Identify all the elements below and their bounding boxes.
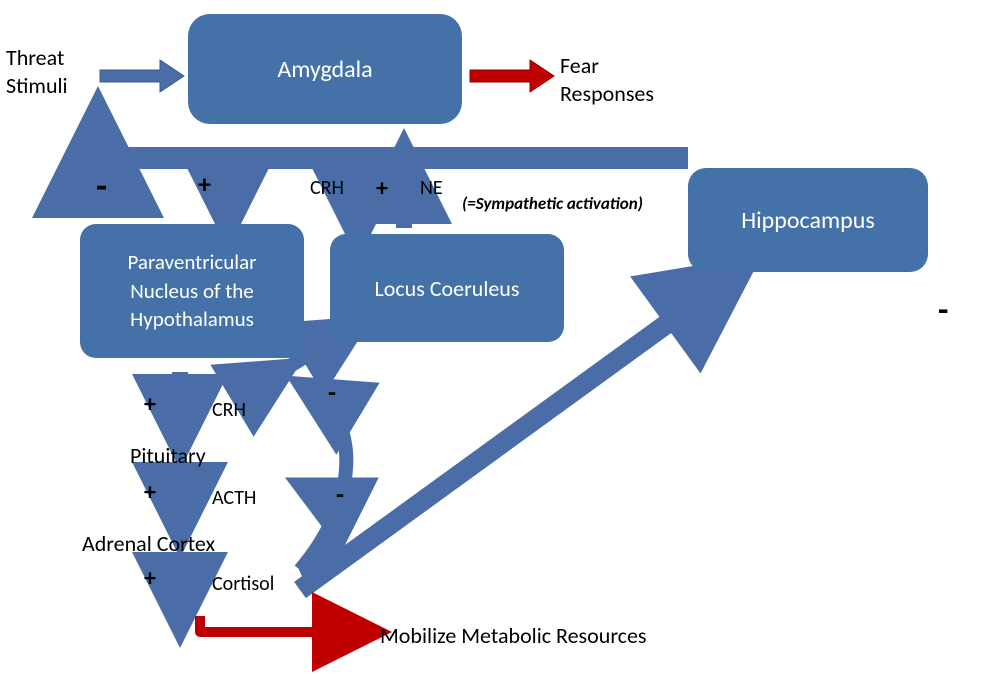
label-cortisol: Cortisol bbox=[212, 572, 274, 596]
arrow-cortisol-feedback-pituitary bbox=[300, 490, 339, 572]
sign-plus-4: + bbox=[144, 478, 156, 507]
label-sympathetic: (=Sympathetic activation) bbox=[462, 193, 643, 214]
sign-plus-1: + bbox=[198, 168, 211, 200]
sign-minus-1: - bbox=[96, 164, 107, 208]
arrow-hippocampus-to-amygdala bbox=[98, 130, 688, 158]
label-acth: ACTH bbox=[212, 486, 256, 510]
node-pvn-label: Paraventricular Nucleus of the Hypothala… bbox=[128, 248, 257, 333]
label-pituitary: Pituitary bbox=[130, 442, 206, 469]
node-locus-label: Locus Coeruleus bbox=[375, 275, 520, 302]
label-adrenal: Adrenal Cortex bbox=[82, 530, 215, 557]
label-threat: Threat Stimuli bbox=[6, 44, 68, 99]
label-ne: NE bbox=[420, 176, 443, 200]
node-locus: Locus Coeruleus bbox=[330, 234, 564, 342]
label-mobilize: Mobilize Metabolic Resources bbox=[380, 622, 647, 649]
node-hippocampus-label: Hippocampus bbox=[741, 206, 875, 235]
sign-plus-5: + bbox=[144, 564, 156, 593]
label-crh2: CRH bbox=[212, 398, 246, 422]
sign-plus-3: + bbox=[144, 390, 156, 419]
arrow-threat-to-amygdala bbox=[100, 60, 184, 92]
arrow-amygdala-to-fear bbox=[470, 60, 554, 92]
sign-minus-3: - bbox=[328, 376, 336, 408]
arrow-cortisol-to-mobilize bbox=[200, 616, 372, 632]
node-amygdala: Amygdala bbox=[188, 14, 462, 124]
node-hippocampus: Hippocampus bbox=[688, 168, 928, 272]
label-fear: Fear Responses bbox=[560, 52, 654, 107]
sign-plus-2: + bbox=[376, 174, 388, 203]
node-pvn: Paraventricular Nucleus of the Hypothala… bbox=[80, 224, 304, 358]
node-amygdala-label: Amygdala bbox=[277, 55, 372, 84]
label-crh1: CRH bbox=[310, 176, 344, 200]
sign-minus-4: - bbox=[336, 478, 344, 510]
sign-minus-2: - bbox=[938, 290, 948, 331]
